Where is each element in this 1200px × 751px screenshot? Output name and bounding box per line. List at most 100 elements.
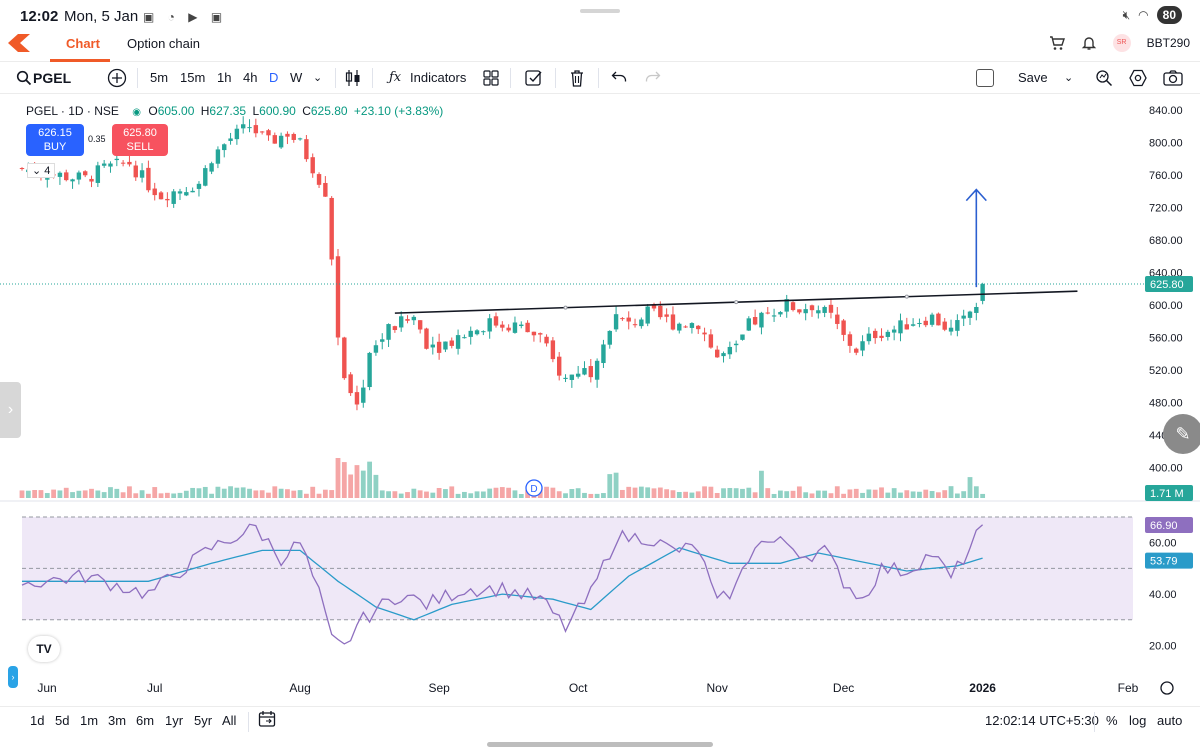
volume-bar bbox=[70, 492, 75, 498]
chevron-down-icon: ⌄ bbox=[32, 165, 42, 177]
volume-bar bbox=[215, 486, 221, 498]
volume-bar bbox=[904, 490, 910, 498]
interval-w[interactable]: W bbox=[290, 70, 303, 85]
interval-d[interactable]: D bbox=[269, 70, 279, 85]
tab-chart[interactable]: Chart bbox=[66, 36, 100, 51]
candle bbox=[677, 323, 682, 331]
candle-type-icon[interactable] bbox=[345, 69, 361, 87]
trash-icon[interactable] bbox=[569, 69, 585, 87]
candle bbox=[114, 158, 119, 161]
volume-bar bbox=[164, 492, 170, 498]
interval-5m[interactable]: 5m bbox=[150, 70, 169, 85]
save-button[interactable]: Save bbox=[1018, 70, 1048, 85]
volume-bar bbox=[784, 491, 790, 498]
log-toggle[interactable]: log bbox=[1129, 713, 1147, 728]
buy-price: 626.15 bbox=[38, 127, 72, 139]
volume-bar bbox=[638, 486, 644, 498]
candle bbox=[683, 326, 688, 328]
range-1m[interactable]: 1m bbox=[80, 713, 99, 728]
interval-4h[interactable]: 4h bbox=[243, 70, 258, 85]
price-chart[interactable]: 400.00440.00480.00520.00560.00600.00640.… bbox=[0, 94, 1200, 704]
cart-icon[interactable] bbox=[1049, 35, 1065, 51]
tab-option-chain[interactable]: Option chain bbox=[127, 36, 200, 51]
checkbox-icon[interactable] bbox=[525, 69, 543, 87]
volume-bar bbox=[354, 465, 360, 498]
camera-icon[interactable] bbox=[1163, 70, 1183, 86]
auto-toggle[interactable]: auto bbox=[1157, 713, 1183, 728]
candle bbox=[582, 368, 587, 375]
volume-bar bbox=[879, 487, 884, 498]
app-logo-icon[interactable] bbox=[8, 34, 30, 52]
range-1yr[interactable]: 1yr bbox=[165, 713, 184, 728]
range-all[interactable]: All bbox=[222, 713, 237, 728]
side-drawer-toggle[interactable]: › bbox=[8, 666, 18, 688]
close-value: 625.80 bbox=[310, 104, 348, 118]
volume-bar bbox=[51, 489, 56, 498]
volume-bar bbox=[929, 491, 935, 498]
add-symbol-icon[interactable] bbox=[107, 68, 127, 88]
y-tick-label: 400.00 bbox=[1149, 463, 1183, 475]
calendar-range-icon[interactable] bbox=[258, 710, 276, 728]
redo-icon[interactable] bbox=[645, 70, 661, 84]
volume-bar bbox=[727, 487, 733, 498]
volume-bar bbox=[360, 470, 366, 498]
interval-15m[interactable]: 15m bbox=[180, 70, 206, 85]
bell-icon[interactable] bbox=[1081, 35, 1097, 51]
avatar[interactable]: SR bbox=[1112, 34, 1131, 52]
settings-icon[interactable] bbox=[1129, 69, 1147, 87]
volume-bar bbox=[417, 490, 423, 498]
percent-toggle[interactable]: % bbox=[1106, 713, 1118, 728]
range-6m[interactable]: 6m bbox=[136, 713, 155, 728]
notification-icons: ▣ ◔ ▶ ▣ bbox=[143, 10, 228, 24]
candle bbox=[525, 322, 530, 333]
volume-bar bbox=[575, 488, 581, 498]
undo-icon[interactable] bbox=[611, 70, 627, 84]
range-3m[interactable]: 3m bbox=[108, 713, 127, 728]
target-arrowhead bbox=[965, 188, 987, 202]
symbol-search[interactable]: PGEL bbox=[33, 70, 72, 86]
sell-button[interactable]: 625.80 SELL bbox=[112, 124, 168, 156]
dividend-marker-label: D bbox=[530, 484, 537, 495]
side-panel-handle[interactable]: › bbox=[0, 382, 21, 438]
layout-grid-icon[interactable] bbox=[483, 70, 499, 86]
interval-1h[interactable]: 1h bbox=[217, 70, 232, 85]
save-dropdown-icon[interactable]: ⌄ bbox=[1064, 72, 1074, 84]
candle bbox=[196, 183, 202, 189]
search-icon[interactable] bbox=[16, 70, 32, 86]
x-tick-label: Jul bbox=[147, 681, 162, 695]
volume-bar bbox=[525, 490, 530, 498]
volume-badge: 1.71 M bbox=[1150, 488, 1184, 500]
indicators-icon[interactable]: ƒx bbox=[389, 70, 402, 85]
drawing-tool-button[interactable]: ✎ bbox=[1163, 414, 1200, 454]
quick-search-icon[interactable] bbox=[1095, 69, 1113, 87]
range-5d[interactable]: 5d bbox=[55, 713, 70, 728]
close-label: C bbox=[302, 104, 311, 118]
range-5yr[interactable]: 5yr bbox=[194, 713, 213, 728]
candle bbox=[139, 170, 145, 178]
candle bbox=[765, 312, 770, 314]
volume-bar bbox=[253, 490, 259, 498]
user-id[interactable]: BBT290 bbox=[1146, 36, 1190, 50]
candle bbox=[512, 322, 518, 333]
candle bbox=[715, 349, 720, 358]
candle bbox=[645, 306, 650, 324]
candle bbox=[740, 334, 745, 340]
candle bbox=[721, 353, 726, 357]
legend-eye-icon[interactable]: ◉ bbox=[132, 107, 141, 118]
legend-collapse-button[interactable]: ⌄ 4 bbox=[27, 163, 56, 178]
range-1d[interactable]: 1d bbox=[30, 713, 45, 728]
buy-button[interactable]: 626.15 BUY bbox=[26, 124, 84, 156]
volume-bar bbox=[38, 490, 44, 498]
fullscreen-toggle-icon[interactable] bbox=[976, 69, 994, 87]
candle bbox=[133, 165, 138, 178]
candle bbox=[822, 306, 827, 313]
volume-bar bbox=[234, 487, 240, 498]
interval-dropdown-icon[interactable]: ⌄ bbox=[313, 72, 323, 84]
indicators-button[interactable]: Indicators bbox=[410, 70, 467, 85]
volume-bar bbox=[493, 487, 499, 498]
volume-bar bbox=[462, 491, 467, 498]
candle bbox=[910, 324, 916, 326]
tradingview-logo[interactable]: TV bbox=[28, 636, 60, 662]
chevron-right-icon: › bbox=[7, 401, 14, 418]
candle bbox=[259, 131, 265, 133]
